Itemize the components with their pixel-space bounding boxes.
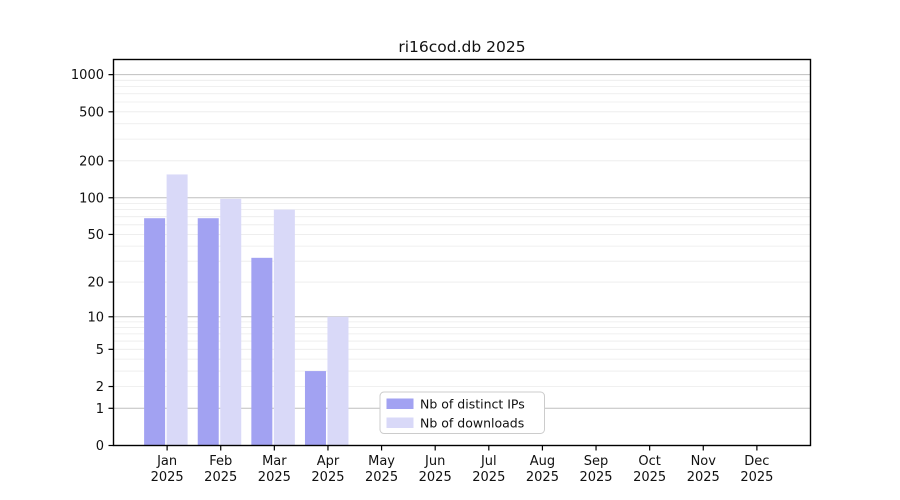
y-tick-label: 1 [96,402,104,417]
y-tick-label: 0 [96,439,104,454]
y-tick-label: 20 [87,276,104,291]
bar-nb-of-distinct-ips-apr [304,371,326,446]
x-tick-label-month: Mar [262,454,287,469]
x-tick-label-year: 2025 [365,470,398,485]
bar-nb-of-downloads-feb [220,198,242,446]
y-tick-label: 500 [79,105,104,120]
y-tick-label: 2 [96,380,104,395]
legend-label: Nb of distinct IPs [420,397,525,412]
y-tick-label: 200 [79,154,104,169]
x-tick-label-year: 2025 [633,470,666,485]
x-tick-label-month: Aug [530,454,555,469]
x-tick-label-month: Jan [156,454,177,469]
x-tick-label-month: Apr [317,454,340,469]
x-tick-label-year: 2025 [419,470,452,485]
bars [144,174,349,446]
legend: Nb of distinct IPs Nb of downloads [379,391,545,434]
legend-label: Nb of downloads [420,416,524,431]
x-tick-label-year: 2025 [687,470,720,485]
x-tick-label-year: 2025 [151,470,184,485]
y-tick-label: 5 [96,343,104,358]
x-tick-label-month: Jul [480,454,497,469]
y-tick-label: 10 [87,310,104,325]
x-tick-label-year: 2025 [204,470,237,485]
x-tick-label-month: Feb [209,454,232,469]
plot-border [112,58,812,447]
x-tick-label-year: 2025 [472,470,505,485]
y-tick-label: 50 [87,228,104,243]
bar-nb-of-downloads-jan [166,174,188,446]
legend-swatch-nb-of-downloads [386,417,414,428]
x-tick-label-month: Sep [584,454,609,469]
x-axis: Jan2025Feb2025Mar2025Apr2025May2025Jun20… [151,445,773,485]
y-tick-label: 100 [79,191,104,206]
x-tick-label-year: 2025 [579,470,612,485]
x-tick-label-year: 2025 [526,470,559,485]
chart-title: ri16cod.db 2025 [398,38,525,56]
bar-nb-of-distinct-ips-feb [197,218,219,446]
x-tick-label-year: 2025 [311,470,344,485]
legend-swatch-nb-of-distinct-ips [386,398,414,409]
x-tick-label-month: Jun [424,454,445,469]
bar-nb-of-downloads-apr [327,316,349,446]
x-tick-label-year: 2025 [258,470,291,485]
x-tick-label-month: Oct [638,454,660,469]
x-tick-label-year: 2025 [740,470,773,485]
x-tick-label-month: Dec [744,454,769,469]
y-tick-label: 1000 [71,68,104,83]
legend-box [379,391,545,434]
x-tick-label-month: May [368,454,395,469]
bar-nb-of-distinct-ips-jan [144,218,166,446]
x-tick-label-month: Nov [691,454,717,469]
bar-nb-of-downloads-mar [273,209,295,446]
bar-nb-of-distinct-ips-mar [251,257,273,446]
